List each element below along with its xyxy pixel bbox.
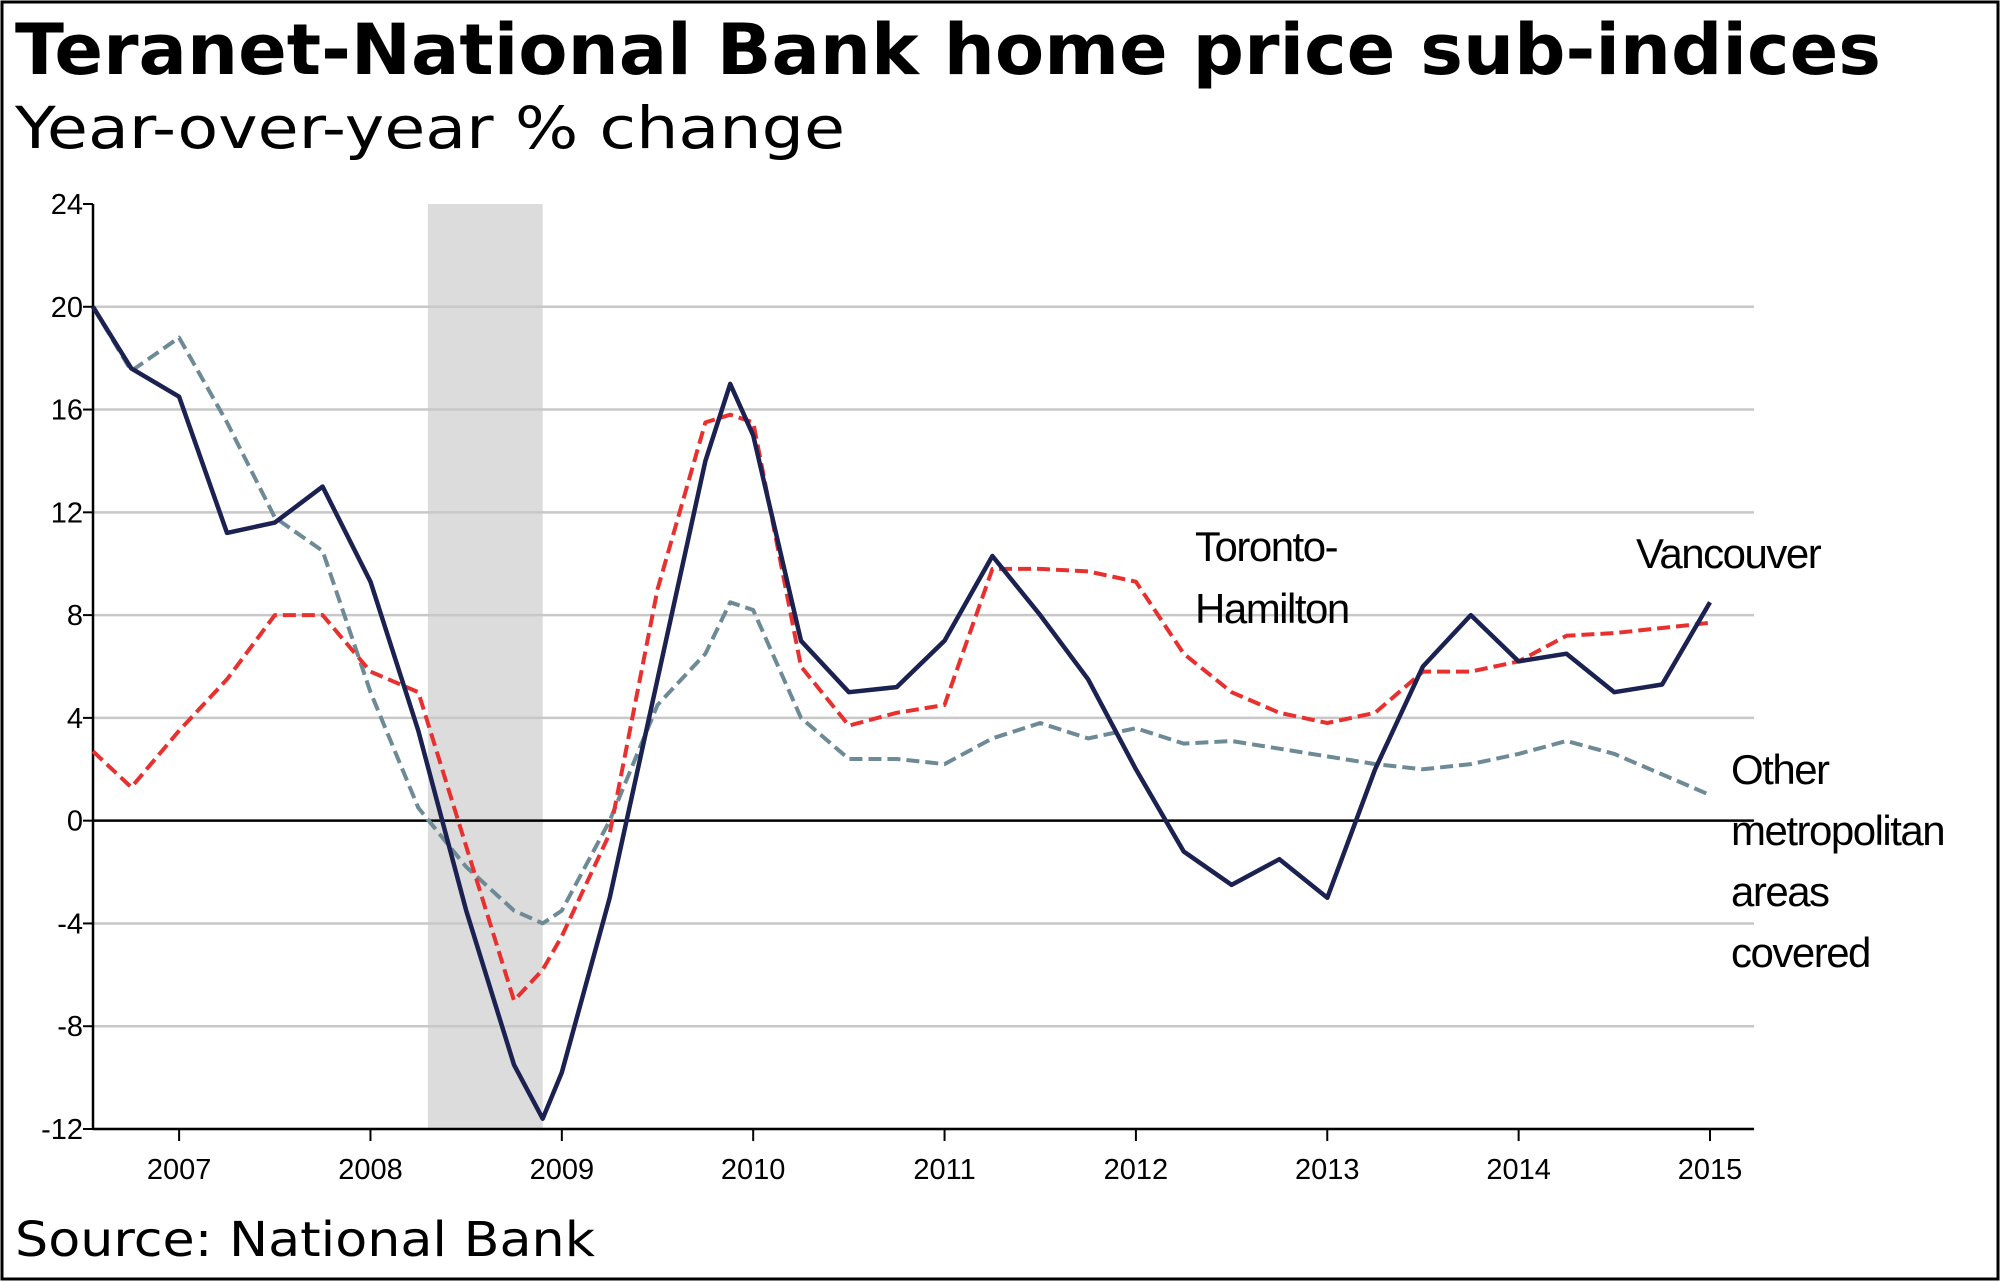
y-tick-label: 20 <box>51 292 83 324</box>
y-tick-label: -4 <box>57 908 83 940</box>
y-tick-label: -8 <box>57 1011 83 1043</box>
y-tick-label: 12 <box>51 497 83 529</box>
y-tick-label: 0 <box>67 806 83 838</box>
x-tick-label: 2013 <box>1295 1154 1360 1186</box>
x-tick-label: 2014 <box>1486 1154 1551 1186</box>
series-label: Toronto- <box>1195 523 1338 570</box>
chart-title: Teranet-National Bank home price sub-ind… <box>15 9 1881 91</box>
series-line <box>91 305 1711 926</box>
y-tick-label: 4 <box>67 703 83 735</box>
series-label: metropolitan <box>1731 807 1944 854</box>
x-tick-label: 2007 <box>147 1154 212 1186</box>
x-tick-label: 2009 <box>530 1154 595 1186</box>
y-tick-label: -12 <box>41 1114 83 1146</box>
x-tick-label: 2015 <box>1678 1154 1743 1186</box>
x-tick-label: 2008 <box>338 1154 403 1186</box>
x-tick-label: 2012 <box>1104 1154 1169 1186</box>
y-tick-label: 16 <box>51 395 83 427</box>
source: Source: National Bank <box>15 1212 595 1268</box>
series-line <box>91 305 1712 1121</box>
series-label: Hamilton <box>1195 585 1349 632</box>
series-label: covered <box>1731 929 1870 976</box>
x-tick-label: 2011 <box>913 1154 975 1186</box>
chart-subtitle: Year-over-year % change <box>14 94 845 162</box>
series-label: Other <box>1731 746 1830 793</box>
series-label: Vancouver <box>1636 530 1822 577</box>
y-tick-label: 24 <box>51 189 83 221</box>
series-label: areas <box>1731 868 1829 915</box>
x-tick-label: 2010 <box>721 1154 786 1186</box>
y-tick-label: 8 <box>67 600 83 632</box>
